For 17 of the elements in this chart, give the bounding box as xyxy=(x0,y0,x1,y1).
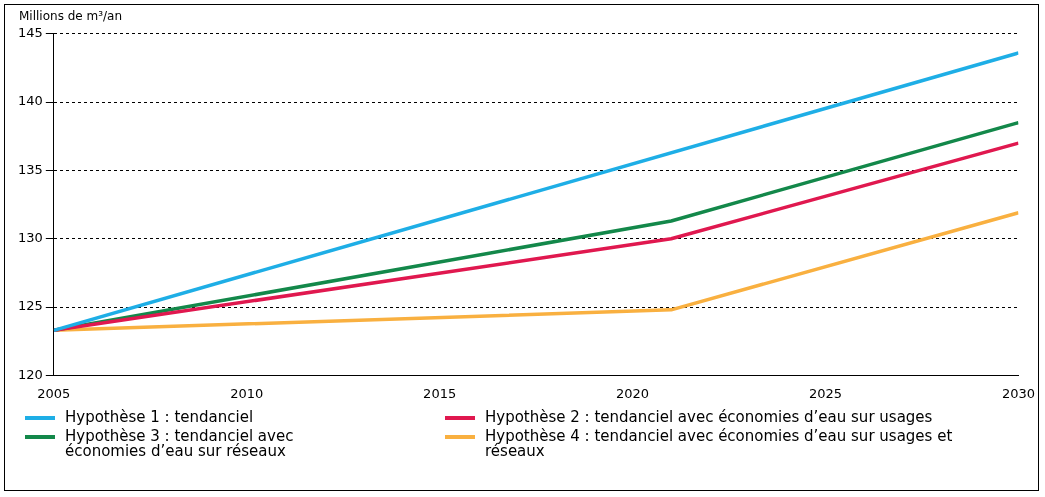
legend-label: Hypothèse 3 : tendanciel avec économies d’eau sur réseaux xyxy=(65,427,295,460)
y-axis-title: Millions de m³/an xyxy=(19,9,123,23)
x-tick-label: 2025 xyxy=(808,385,843,401)
x-tick-label: 2005 xyxy=(37,385,71,401)
x-tick-label: 2020 xyxy=(616,385,650,401)
y-tick-label: 130 xyxy=(17,230,43,246)
legend-label: Hypothèse 4 : tendanciel avec économies d’eau sur usages et réseaux xyxy=(485,427,954,460)
x-tick-label: 2010 xyxy=(230,385,264,401)
x-tick-label: 2015 xyxy=(423,385,457,401)
x-tick-label: 2030 xyxy=(1001,385,1035,401)
y-tick-label: 125 xyxy=(17,298,43,314)
y-tick-label: 140 xyxy=(17,93,43,109)
y-tick-label: 120 xyxy=(17,366,43,382)
legend-label: Hypothèse 2 : tendanciel avec économies d’eau sur usages xyxy=(485,408,933,426)
y-tick-label: 135 xyxy=(17,161,43,177)
y-tick-label: 145 xyxy=(17,25,43,41)
legend-label: Hypothèse 1 : tendanciel xyxy=(65,408,254,426)
